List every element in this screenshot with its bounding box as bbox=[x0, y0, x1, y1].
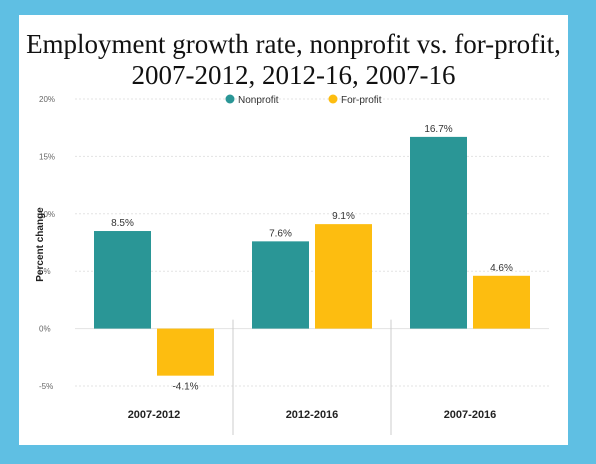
bar bbox=[252, 241, 309, 329]
y-tick-label: 5% bbox=[39, 267, 51, 276]
legend-label: Nonprofit bbox=[238, 95, 279, 106]
data-label: -4.1% bbox=[172, 382, 198, 393]
chart-card: Employment growth rate, nonprofit vs. fo… bbox=[19, 15, 568, 445]
y-tick-label: 20% bbox=[39, 95, 55, 104]
data-label: 8.5% bbox=[111, 218, 134, 229]
x-tick-label: 2007-2012 bbox=[128, 409, 181, 421]
bar bbox=[157, 328, 214, 376]
data-label: 16.7% bbox=[424, 124, 452, 135]
y-axis-label: Percent change bbox=[35, 207, 46, 282]
data-label: 9.1% bbox=[332, 211, 355, 222]
legend-marker bbox=[328, 94, 338, 104]
legend-marker bbox=[225, 94, 235, 104]
chart-title-line-1: Employment growth rate, nonprofit vs. fo… bbox=[26, 29, 561, 59]
y-tick-label: -5% bbox=[39, 382, 53, 391]
y-tick-label: 15% bbox=[39, 152, 55, 161]
x-tick-label: 2007-2016 bbox=[444, 409, 497, 421]
chart-title: Employment growth rate, nonprofit vs. fo… bbox=[19, 29, 568, 91]
bar-chart: 20% 15% 10% 5% 0% -5% Percent change 8.5% -4.1% 2… bbox=[35, 94, 549, 435]
chart-title-line-2: 2007-2012, 2012-16, 2007-16 bbox=[131, 60, 456, 90]
data-label: 4.6% bbox=[490, 263, 513, 274]
bar bbox=[94, 231, 151, 329]
bar bbox=[315, 224, 372, 329]
bar bbox=[473, 275, 530, 329]
x-tick-label: 2012-2016 bbox=[286, 409, 339, 421]
data-label: 7.6% bbox=[269, 228, 292, 239]
bar bbox=[410, 136, 467, 329]
y-tick-label: 10% bbox=[39, 210, 55, 219]
y-tick-label: 0% bbox=[39, 325, 51, 334]
legend-label: For-profit bbox=[341, 95, 382, 106]
